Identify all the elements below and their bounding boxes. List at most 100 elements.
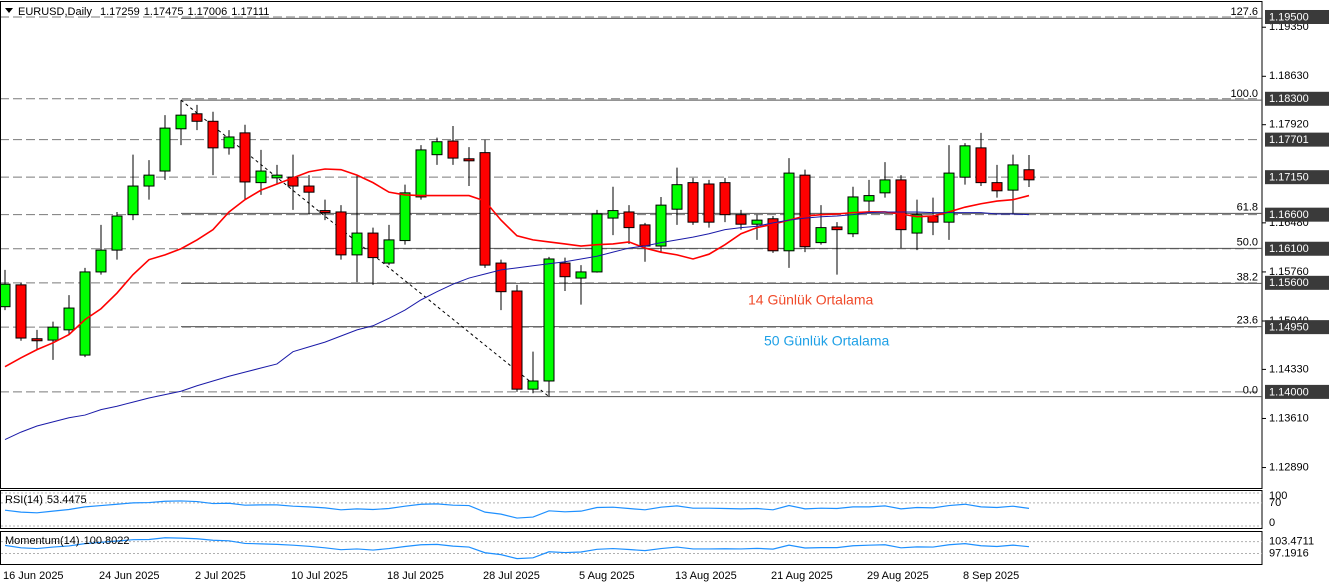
candle-body <box>79 271 91 356</box>
candle-body <box>223 136 235 149</box>
price-level-label: 1.14950 <box>1269 322 1309 334</box>
candle-body <box>431 141 443 156</box>
x-tick-label: 2 Jul 2025 <box>195 570 246 582</box>
indicator-line <box>4 500 1030 519</box>
candle-body <box>943 172 955 223</box>
candle-body <box>703 183 715 223</box>
candle-body <box>559 262 571 278</box>
indicator-tick-label: 103.4711 <box>1269 536 1314 548</box>
indicator-tick-label: 0 <box>1269 517 1275 529</box>
candle-body <box>175 114 187 130</box>
candle-body <box>319 210 331 214</box>
chart-header: EURUSD,Daily 1.17259 1.17475 1.17006 1.17111 <box>18 6 269 18</box>
x-tick-label: 21 Aug 2025 <box>771 570 833 582</box>
fib-level-label: 50.0 <box>1237 236 1258 248</box>
candle-body <box>991 182 1003 192</box>
fib-level-label: 127.6 <box>1230 6 1258 18</box>
price-level-label: 1.18300 <box>1269 93 1309 105</box>
indicator-last-value: 53.4475 <box>47 494 87 506</box>
price-level-label: 1.17150 <box>1269 172 1309 184</box>
y-tick-label: 1.17920 <box>1269 119 1309 131</box>
y-tick-label: 1.13610 <box>1269 412 1309 424</box>
price-level-label: 1.16600 <box>1269 209 1309 221</box>
x-tick-label: 10 Jul 2025 <box>291 570 348 582</box>
candle-body <box>527 380 539 390</box>
x-tick-label: 5 Aug 2025 <box>579 570 635 582</box>
candle-body <box>911 214 923 234</box>
candle-body <box>607 210 619 219</box>
indicator-name: RSI(14) <box>5 494 43 506</box>
candle-body <box>63 307 75 331</box>
symbol: EURUSD,Daily <box>18 6 92 18</box>
price-level-box <box>1265 207 1329 222</box>
candle-body <box>95 249 107 273</box>
candle-body <box>895 179 907 231</box>
candle-body <box>399 192 411 242</box>
price-level-label: 1.14000 <box>1269 386 1309 398</box>
candle-body <box>239 132 251 183</box>
moving-average-line <box>4 211 1030 441</box>
x-tick-label: 29 Aug 2025 <box>867 570 929 582</box>
x-tick-label: 18 Jul 2025 <box>387 570 444 582</box>
candle-body <box>495 262 507 293</box>
candle-body <box>655 204 667 247</box>
candle-body <box>31 338 43 342</box>
candle-body <box>543 258 555 382</box>
candle-body <box>719 182 731 216</box>
candle-body <box>463 158 475 162</box>
indicator-tick-label: 97.1916 <box>1269 547 1309 559</box>
candle-body <box>447 140 459 159</box>
candle-body <box>335 211 347 256</box>
candle-body <box>639 224 651 247</box>
high-price: 1.17475 <box>144 6 184 18</box>
fib-level-label: 100.0 <box>1230 88 1258 100</box>
moving-average-line <box>4 168 1030 368</box>
candle-body <box>863 195 875 202</box>
candle-body <box>1007 164 1019 191</box>
price-level-label: 1.16100 <box>1269 243 1309 255</box>
price-level-box <box>1265 9 1329 24</box>
rsi-pane-frame <box>0 490 1263 529</box>
price-level-box <box>1265 91 1329 106</box>
candle-body <box>207 120 219 149</box>
y-tick-label: 1.19350 <box>1269 21 1309 33</box>
candle-body <box>767 218 779 252</box>
price-level-box <box>1265 384 1329 399</box>
x-tick-label: 13 Aug 2025 <box>675 570 737 582</box>
y-tick-label: 1.14330 <box>1269 363 1309 375</box>
candle-body <box>255 170 267 184</box>
candle-body <box>879 179 891 194</box>
moving-average-label: 50 Günlük Ortalama <box>764 333 889 349</box>
candle-body <box>1023 169 1035 181</box>
candle-body <box>1 283 11 308</box>
candle-body <box>15 284 27 339</box>
price-level-label: 1.19500 <box>1269 11 1309 23</box>
open-price: 1.17259 <box>100 6 140 18</box>
main-pane-frame <box>0 1 1263 489</box>
price-level-box <box>1265 132 1329 147</box>
candle-body <box>751 219 763 225</box>
candle-body <box>799 174 811 248</box>
close-price: 1.17111 <box>231 6 269 18</box>
low-price: 1.17006 <box>188 6 228 18</box>
y-tick-label: 1.18630 <box>1269 70 1309 82</box>
candle-body <box>383 239 395 264</box>
candle-body <box>143 174 155 187</box>
price-level-label: 1.17701 <box>1269 134 1309 146</box>
x-tick-label: 16 Jun 2025 <box>3 570 64 582</box>
candle-body <box>415 149 427 198</box>
x-tick-label: 8 Sep 2025 <box>963 570 1019 582</box>
y-tick-label: 1.15760 <box>1269 266 1309 278</box>
indicator-label: Momentum(14) 100.8022 <box>5 535 129 547</box>
candle-body <box>111 215 123 251</box>
symbol-menu-icon[interactable] <box>5 8 13 13</box>
candle-body <box>271 174 283 179</box>
candle-body <box>831 226 843 231</box>
indicator-tick-label: 100 <box>1269 490 1287 502</box>
candle-body <box>511 290 523 390</box>
candle-body <box>159 127 171 172</box>
price-level-box <box>1265 241 1329 256</box>
price-level-box <box>1265 320 1329 335</box>
